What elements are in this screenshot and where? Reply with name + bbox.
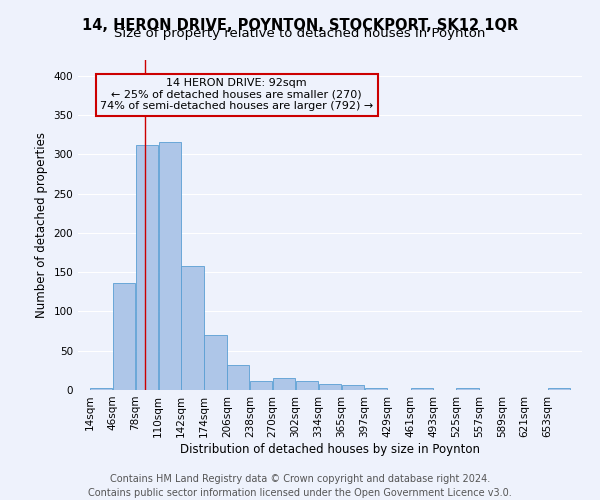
Text: 14, HERON DRIVE, POYNTON, STOCKPORT, SK12 1QR: 14, HERON DRIVE, POYNTON, STOCKPORT, SK1… bbox=[82, 18, 518, 32]
Bar bbox=[205, 335, 227, 390]
Text: Contains HM Land Registry data © Crown copyright and database right 2024.
Contai: Contains HM Land Registry data © Crown c… bbox=[88, 474, 512, 498]
Bar bbox=[296, 382, 318, 390]
Bar bbox=[457, 388, 479, 390]
Bar bbox=[365, 388, 387, 390]
Bar bbox=[319, 384, 341, 390]
Bar bbox=[90, 388, 112, 390]
Bar bbox=[548, 388, 570, 390]
Bar bbox=[158, 142, 181, 390]
X-axis label: Distribution of detached houses by size in Poynton: Distribution of detached houses by size … bbox=[180, 442, 480, 456]
Bar bbox=[113, 283, 135, 390]
Bar bbox=[410, 388, 433, 390]
Bar bbox=[227, 365, 250, 390]
Bar bbox=[250, 380, 272, 390]
Bar bbox=[136, 145, 158, 390]
Text: 14 HERON DRIVE: 92sqm
← 25% of detached houses are smaller (270)
74% of semi-det: 14 HERON DRIVE: 92sqm ← 25% of detached … bbox=[100, 78, 373, 112]
Bar bbox=[181, 266, 203, 390]
Y-axis label: Number of detached properties: Number of detached properties bbox=[35, 132, 48, 318]
Bar bbox=[342, 384, 364, 390]
Text: Size of property relative to detached houses in Poynton: Size of property relative to detached ho… bbox=[115, 28, 485, 40]
Bar bbox=[273, 378, 295, 390]
